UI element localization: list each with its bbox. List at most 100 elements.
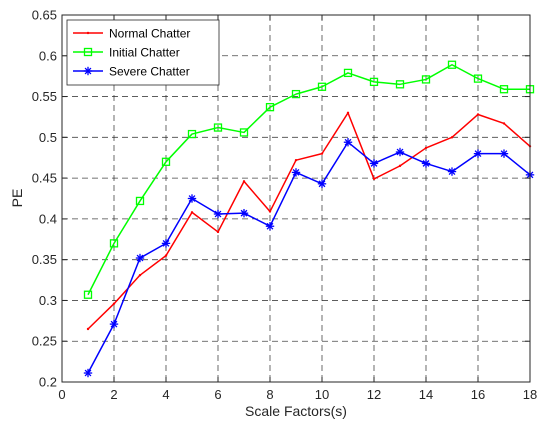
legend-item: Normal Chatter [73, 27, 190, 41]
x-tick-label: 16 [471, 387, 485, 402]
asterisk-stroke [188, 195, 196, 202]
data-point [109, 239, 119, 248]
legend-label: Normal Chatter [109, 27, 190, 41]
data-point [161, 239, 171, 248]
series-normal-chatter [86, 111, 532, 331]
legend-label: Initial Chatter [109, 46, 180, 60]
data-point [294, 158, 298, 162]
data-point [239, 128, 249, 137]
data-point [187, 129, 197, 139]
asterisk-stroke [370, 160, 378, 167]
data-point [395, 80, 405, 89]
series-line [87, 141, 531, 374]
data-point [83, 290, 93, 299]
data-point [291, 89, 301, 99]
data-point [447, 167, 457, 176]
data-point [476, 113, 480, 116]
data-point [161, 157, 171, 166]
asterisk-stroke [214, 210, 222, 218]
asterisk-stroke [136, 254, 144, 262]
y-tick-label: 0.45 [32, 171, 57, 186]
asterisk-stroke [500, 150, 508, 158]
y-tick-label: 0.6 [39, 48, 57, 63]
asterisk-stroke [318, 180, 326, 188]
data-point [190, 211, 194, 214]
data-point [83, 368, 93, 378]
y-tick-label: 0.4 [39, 211, 57, 226]
data-point [395, 147, 405, 157]
legend-marker [83, 66, 93, 76]
asterisk-stroke [474, 150, 482, 158]
legend-marker [83, 47, 93, 57]
data-point [502, 122, 506, 125]
y-tick-label: 0.55 [32, 89, 57, 104]
data-point [135, 196, 145, 206]
x-tick-label: 4 [162, 387, 169, 402]
x-axis-title: Scale Factors(s) [245, 403, 347, 419]
data-point [421, 159, 431, 168]
y-tick-label: 0.2 [39, 375, 57, 390]
x-tick-label: 14 [419, 387, 433, 402]
y-tick-label: 0.35 [32, 252, 57, 267]
data-point [343, 68, 353, 78]
x-tick-label: 0 [58, 387, 65, 402]
y-tick-label: 0.65 [32, 8, 57, 23]
x-tick-label: 2 [110, 387, 117, 402]
data-point [473, 149, 483, 158]
x-tick-label: 6 [214, 387, 221, 402]
asterisk-stroke [292, 169, 300, 176]
y-axis-title: PE [9, 189, 25, 208]
data-point [369, 77, 379, 87]
data-point [447, 60, 457, 69]
asterisk-stroke [344, 138, 352, 146]
data-point [499, 85, 509, 94]
data-point [164, 254, 168, 257]
data-point [265, 103, 275, 112]
data-point [112, 302, 116, 305]
y-tick-label: 0.5 [39, 130, 57, 145]
series-initial-chatter [83, 60, 535, 299]
series-severe-chatter [83, 138, 535, 378]
asterisk-stroke [448, 168, 456, 175]
axis-ticks: 0 2 4 6 8 10 12 14 16 18 0.2 0.25 0.3 0.35 0.4 0.45 0.5 0… [32, 8, 538, 403]
y-tick-label: 0.25 [32, 334, 57, 349]
y-tick-label: 0.3 [39, 293, 57, 308]
data-point [424, 146, 428, 150]
data-point [398, 164, 402, 168]
data-point [265, 222, 275, 231]
x-tick-label: 10 [315, 387, 329, 402]
series-line [87, 112, 531, 330]
legend-label: Severe Chatter [109, 65, 190, 79]
series-group [83, 60, 535, 378]
data-point [109, 319, 119, 329]
data-point [499, 149, 509, 158]
data-point [317, 82, 327, 91]
asterisk-stroke [84, 369, 92, 377]
data-point [346, 111, 350, 115]
asterisk-stroke [110, 320, 118, 328]
x-tick-label: 18 [523, 387, 537, 402]
legend: Normal Chatter Initial Chatter Severe Chat… [66, 19, 220, 86]
asterisk-stroke [396, 148, 404, 156]
data-point [187, 194, 197, 203]
data-point [138, 273, 142, 277]
data-point [242, 180, 246, 183]
data-point [291, 168, 301, 177]
data-point [216, 230, 220, 234]
data-point [86, 327, 90, 331]
legend-item: Severe Chatter [73, 65, 190, 79]
data-point [268, 210, 272, 213]
data-point [317, 179, 327, 189]
data-point [473, 74, 483, 83]
data-point [421, 75, 431, 84]
data-point [135, 253, 145, 263]
data-point [369, 159, 379, 168]
series-line [87, 63, 530, 296]
x-tick-label: 8 [266, 387, 273, 402]
asterisk-stroke [266, 222, 274, 230]
data-point [320, 152, 324, 155]
data-point [450, 136, 454, 139]
data-point [343, 138, 353, 147]
legend-item: Initial Chatter [73, 46, 180, 60]
